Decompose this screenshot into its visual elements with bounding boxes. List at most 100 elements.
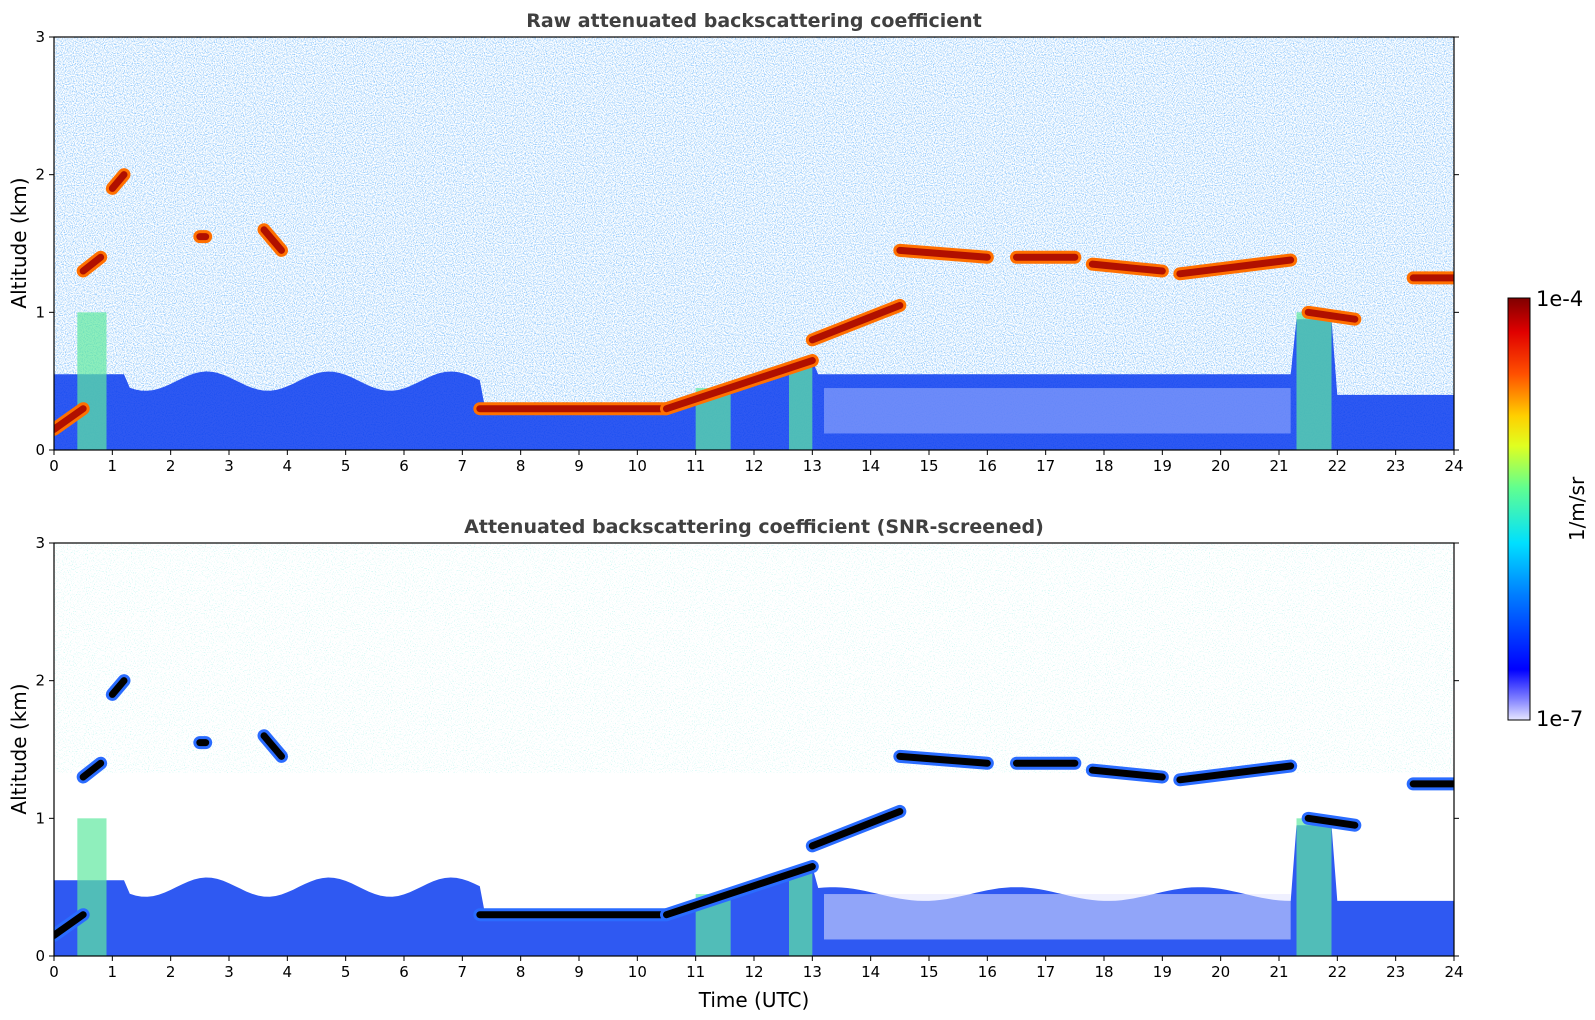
cloud-layer — [1304, 814, 1359, 829]
y-axis-label-raw: Altitude (km) — [7, 177, 31, 308]
x-tick-label: 14 — [861, 457, 880, 475]
signal-column — [77, 312, 107, 450]
x-tick-label: 1 — [108, 457, 118, 475]
cloud-layer — [808, 807, 904, 850]
x-tick-label: 19 — [1153, 963, 1172, 981]
x-tick-label: 0 — [49, 963, 59, 981]
noise-field-screened — [54, 543, 1454, 773]
x-tick-label: 13 — [803, 963, 822, 981]
y-ticks-raw: 0 1 2 3 — [35, 28, 1459, 459]
x-tick-label: 21 — [1269, 963, 1288, 981]
x-tick-label: 5 — [341, 963, 351, 981]
cloud-layer — [108, 171, 128, 192]
boundary-layer-upper-fill — [824, 388, 1291, 434]
cloud-layers-screened — [54, 674, 1454, 942]
x-tick-label: 1 — [108, 963, 118, 981]
cloud-layer — [1176, 256, 1295, 278]
cloud-layer — [79, 253, 105, 275]
x-tick-label: 8 — [516, 457, 526, 475]
x-tick-label: 22 — [1328, 457, 1347, 475]
x-tick-label: 11 — [686, 963, 705, 981]
colorbar-min-label: 1e-7 — [1536, 707, 1583, 731]
x-tick-label: 2 — [166, 457, 176, 475]
x-tick-label: 18 — [1094, 457, 1113, 475]
x-tick-label: 0 — [49, 457, 59, 475]
x-tick-label: 12 — [744, 457, 763, 475]
signal-column — [789, 367, 813, 450]
cloud-layer — [108, 677, 128, 698]
x-tick-label: 14 — [861, 963, 880, 981]
x-tick-label: 10 — [628, 963, 647, 981]
x-tick-label: 21 — [1269, 457, 1288, 475]
signal-column — [1296, 312, 1332, 450]
x-tick-label: 7 — [458, 963, 468, 981]
x-tick-label: 18 — [1094, 963, 1113, 981]
x-tick-label: 6 — [399, 457, 409, 475]
cloud-layer — [663, 863, 816, 919]
y-tick-label: 0 — [35, 947, 45, 965]
cloud-layers-raw — [54, 168, 1454, 436]
x-tick-label: 17 — [1036, 457, 1055, 475]
y-tick-label: 2 — [35, 672, 45, 690]
cloud-layer — [1088, 766, 1166, 781]
signal-column — [1296, 818, 1332, 956]
x-tick-label: 11 — [686, 457, 705, 475]
cloud-layer — [54, 405, 87, 433]
x-tick-label: 9 — [574, 963, 584, 981]
y-tick-label: 3 — [35, 534, 45, 552]
cloud-layer — [1088, 260, 1166, 275]
x-tick-label: 3 — [224, 457, 234, 475]
x-tick-label: 24 — [1444, 457, 1463, 475]
cloud-layer — [1304, 308, 1359, 323]
y-axis-label-screened: Altitude (km) — [7, 683, 31, 814]
colorbar: 1e-4 1e-7 1/m/sr — [1507, 287, 1589, 731]
x-tick-label: 4 — [283, 963, 293, 981]
cloud-layer — [79, 759, 105, 781]
x-tick-label: 9 — [574, 457, 584, 475]
panel-title-screened: Attenuated backscattering coefficient (S… — [464, 516, 1044, 538]
x-tick-label: 4 — [283, 457, 293, 475]
x-tick-label: 7 — [458, 457, 468, 475]
x-tick-label: 16 — [978, 457, 997, 475]
y-ticks-screened: 0 1 2 3 — [35, 534, 1459, 965]
cloud-layer — [663, 357, 816, 413]
y-tick-label: 1 — [35, 809, 45, 827]
x-tick-label: 19 — [1153, 457, 1172, 475]
y-tick-label: 2 — [35, 166, 45, 184]
x-axis-label: Time (UTC) — [698, 988, 810, 1012]
x-tick-label: 22 — [1328, 963, 1347, 981]
x-tick-label: 20 — [1211, 963, 1230, 981]
x-tick-label: 12 — [744, 963, 763, 981]
y-tick-label: 0 — [35, 441, 45, 459]
cloud-layer — [808, 301, 904, 344]
x-tick-label: 5 — [341, 457, 351, 475]
cloud-layer — [896, 752, 991, 767]
y-tick-label: 1 — [35, 303, 45, 321]
x-tick-label: 15 — [919, 963, 938, 981]
x-ticks-screened: 0 1 2 3 4 5 6 7 8 9 10 11 12 13 14 15 16 17 18 19 20 21 22 23 24 — [49, 956, 1464, 981]
panel-raw: Raw attenuated backscattering coefficien… — [7, 10, 1464, 475]
x-tick-label: 23 — [1386, 963, 1405, 981]
x-tick-label: 2 — [166, 963, 176, 981]
x-tick-label: 17 — [1036, 963, 1055, 981]
boundary-layer-upper-fill — [824, 894, 1291, 940]
y-tick-label: 3 — [35, 28, 45, 46]
x-ticks-raw: 0 1 2 3 4 5 6 7 8 9 10 11 12 13 14 15 16 17 18 19 20 21 22 23 24 — [49, 450, 1464, 475]
x-tick-label: 24 — [1444, 963, 1463, 981]
x-tick-label: 23 — [1386, 457, 1405, 475]
cloud-layer — [260, 732, 285, 760]
cloud-layer — [1176, 762, 1295, 784]
signal-column — [77, 818, 107, 956]
signal-column — [789, 873, 813, 956]
x-tick-label: 10 — [628, 457, 647, 475]
x-tick-label: 6 — [399, 963, 409, 981]
x-tick-label: 3 — [224, 963, 234, 981]
panel-screened: Attenuated backscattering coefficient (S… — [7, 516, 1464, 1012]
x-tick-label: 16 — [978, 963, 997, 981]
x-tick-label: 8 — [516, 963, 526, 981]
colorbar-max-label: 1e-4 — [1536, 287, 1583, 311]
x-tick-label: 20 — [1211, 457, 1230, 475]
x-tick-label: 13 — [803, 457, 822, 475]
cloud-layer — [260, 226, 285, 254]
